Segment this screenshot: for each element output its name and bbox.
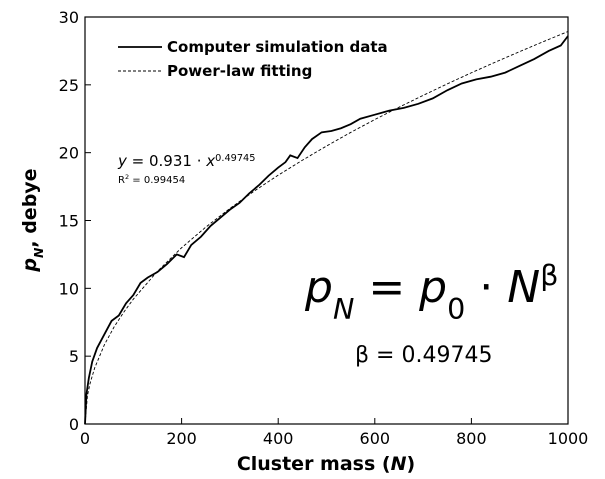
x-tick-label: 600	[360, 429, 391, 448]
text-part: , debye	[19, 168, 41, 247]
text-part: β	[540, 258, 558, 292]
x-tick-label: 800	[456, 429, 487, 448]
text-part: N	[391, 453, 407, 475]
x-tick-label: 1000	[548, 429, 589, 448]
legend-label: Computer simulation data	[167, 38, 388, 56]
y-tick-label: 25	[59, 76, 79, 95]
text-part: p	[304, 262, 333, 313]
x-tick-label: 0	[80, 429, 90, 448]
x-axis-label: Cluster mass (N)	[237, 453, 415, 475]
y-tick-label: 15	[59, 212, 79, 231]
text-part: N	[507, 262, 540, 313]
text-part: p	[19, 258, 41, 273]
text-part: N	[32, 247, 46, 258]
x-tick-label: 400	[263, 429, 294, 448]
text-part: N	[333, 292, 354, 326]
legend-label: Power-law fitting	[167, 62, 312, 80]
text-part: R	[118, 175, 125, 186]
y-tick-label: 10	[59, 279, 79, 298]
plot-frame	[84, 16, 569, 425]
data-line	[84, 35, 569, 425]
r-squared: R2 = 0.99454	[118, 173, 185, 186]
y-tick-label: 5	[69, 347, 79, 366]
y-tick-label: 0	[69, 415, 79, 434]
fit-equation: y = 0.931 · x0.49745	[117, 152, 255, 170]
text-part: = 0.931 ·	[127, 152, 206, 170]
text-part: = 0.99454	[129, 175, 185, 186]
y-axis-label: pN, debye	[19, 168, 46, 272]
text-part: 0	[447, 292, 465, 326]
text-part: 0.49745	[215, 153, 255, 164]
text-part: x	[205, 152, 215, 170]
text-part: )	[407, 453, 416, 475]
y-tick-label: 20	[59, 144, 79, 163]
text-part: 2	[125, 173, 129, 181]
text-part: β = 0.49745	[355, 343, 492, 368]
model-formula: pN = p0 · Nβ	[304, 258, 558, 326]
text-part: Cluster mass (	[237, 453, 391, 475]
x-tick-label: 200	[166, 429, 197, 448]
text-part: p	[418, 262, 447, 313]
text-part: ·	[465, 262, 507, 313]
y-tick-label: 30	[59, 8, 79, 27]
data-line	[84, 31, 569, 425]
text-part: y	[117, 152, 128, 170]
text-part: =	[354, 262, 419, 313]
beta-value: β = 0.49745	[355, 343, 492, 368]
